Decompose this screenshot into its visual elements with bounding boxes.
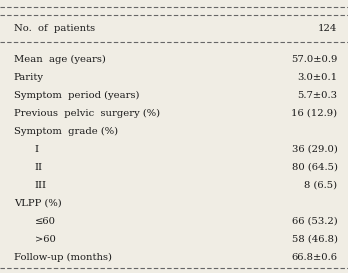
Text: II: II bbox=[35, 163, 43, 172]
Text: Previous  pelvic  surgery (%): Previous pelvic surgery (%) bbox=[14, 109, 160, 118]
Text: 66.8±0.6: 66.8±0.6 bbox=[292, 253, 338, 262]
Text: 57.0±0.9: 57.0±0.9 bbox=[291, 55, 338, 64]
Text: 3.0±0.1: 3.0±0.1 bbox=[298, 73, 338, 82]
Text: III: III bbox=[35, 181, 47, 190]
Text: Parity: Parity bbox=[14, 73, 44, 82]
Text: VLPP (%): VLPP (%) bbox=[14, 199, 62, 208]
Text: ≤60: ≤60 bbox=[35, 217, 56, 226]
Text: 66 (53.2): 66 (53.2) bbox=[292, 217, 338, 226]
Text: 124: 124 bbox=[318, 24, 338, 33]
Text: No.  of  patients: No. of patients bbox=[14, 24, 95, 33]
Text: Mean  age (years): Mean age (years) bbox=[14, 55, 106, 64]
Text: Follow-up (months): Follow-up (months) bbox=[14, 253, 112, 262]
Text: Symptom  period (years): Symptom period (years) bbox=[14, 91, 140, 100]
Text: 80 (64.5): 80 (64.5) bbox=[292, 163, 338, 172]
Text: 58 (46.8): 58 (46.8) bbox=[292, 235, 338, 244]
Text: Symptom  grade (%): Symptom grade (%) bbox=[14, 127, 118, 136]
Text: 5.7±0.3: 5.7±0.3 bbox=[298, 91, 338, 100]
Text: >60: >60 bbox=[35, 235, 56, 244]
Text: 36 (29.0): 36 (29.0) bbox=[292, 145, 338, 154]
Text: I: I bbox=[35, 145, 39, 154]
Text: 16 (12.9): 16 (12.9) bbox=[291, 109, 338, 118]
Text: 8 (6.5): 8 (6.5) bbox=[304, 181, 338, 190]
